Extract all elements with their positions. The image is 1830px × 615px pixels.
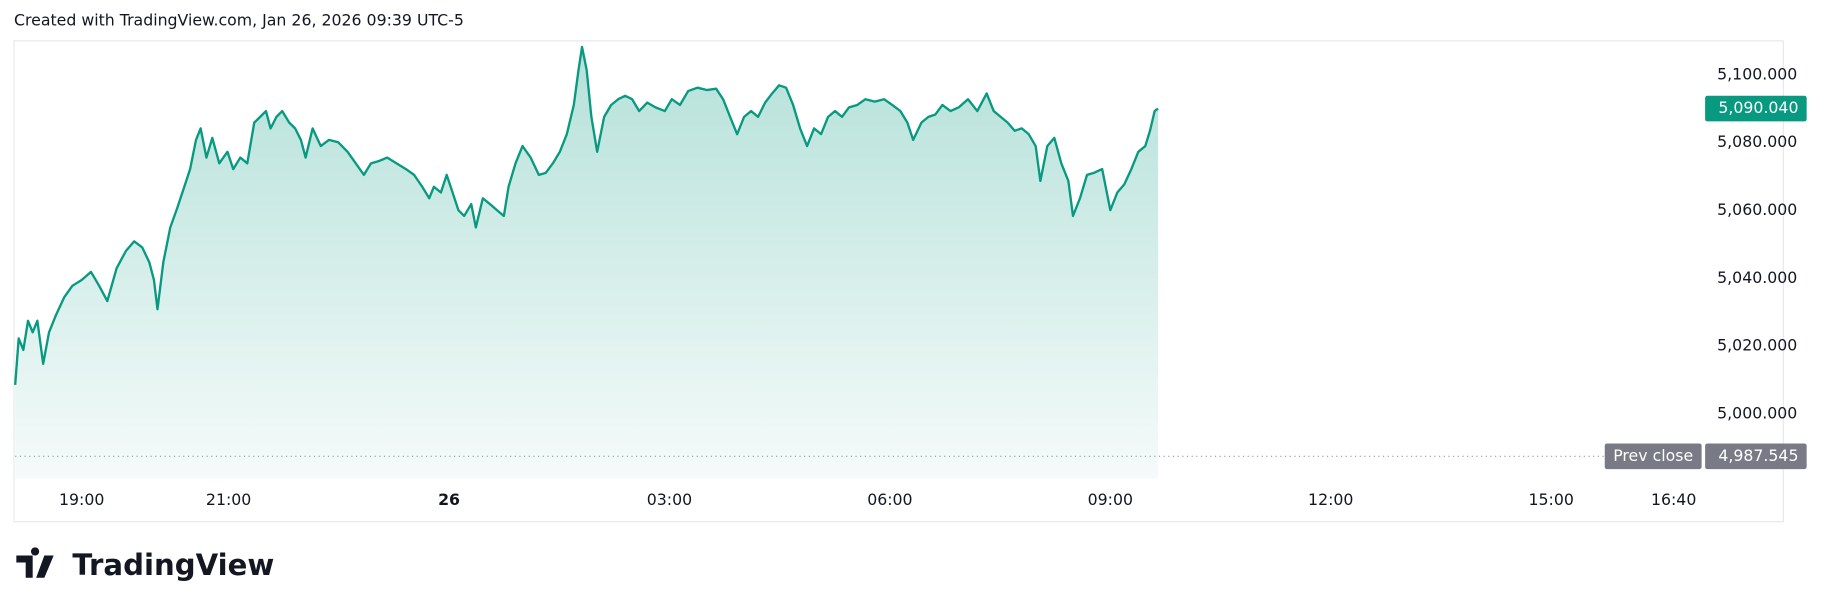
y-tick-label: 5,040.000 bbox=[1717, 268, 1797, 287]
prev-close-badge bbox=[1705, 443, 1807, 470]
x-tick-label: 06:00 bbox=[867, 490, 912, 509]
brand: TradingView bbox=[72, 548, 274, 582]
last-price-label: 5,090.040 bbox=[1718, 98, 1798, 117]
price-line bbox=[14, 45, 1159, 385]
y-tick-label: 5,000.000 bbox=[1717, 404, 1797, 423]
x-tick-label: 16:40 bbox=[1651, 490, 1696, 509]
area-fill bbox=[15, 46, 1159, 479]
x-tick-label: 21:00 bbox=[206, 490, 251, 509]
y-tick-label: 5,080.000 bbox=[1717, 132, 1797, 151]
y-tick-label: 5,060.000 bbox=[1717, 200, 1797, 219]
x-tick-label: 03:00 bbox=[647, 490, 692, 509]
last-price-badge bbox=[1705, 95, 1807, 122]
x-tick-label: 19:00 bbox=[59, 490, 104, 509]
prev-close-label: 4,987.545 bbox=[1718, 446, 1798, 465]
logo-icon bbox=[16, 547, 54, 578]
y-tick-label: 5,100.000 bbox=[1717, 64, 1797, 83]
x-tick-label: 09:00 bbox=[1088, 490, 1133, 509]
x-tick-label: 12:00 bbox=[1308, 490, 1353, 509]
header: Created with TradingView.com, Jan 26, 20… bbox=[14, 11, 464, 30]
prev-close-title-badge bbox=[1604, 443, 1702, 470]
x-tick-label: 26 bbox=[438, 490, 460, 509]
logo: TradingView bbox=[16, 547, 274, 582]
x-tick-label: 15:00 bbox=[1528, 490, 1573, 509]
y-tick-label: 5,020.000 bbox=[1717, 336, 1797, 355]
chart-frame bbox=[13, 40, 1784, 523]
prev-close-title: Prev close bbox=[1613, 446, 1693, 465]
